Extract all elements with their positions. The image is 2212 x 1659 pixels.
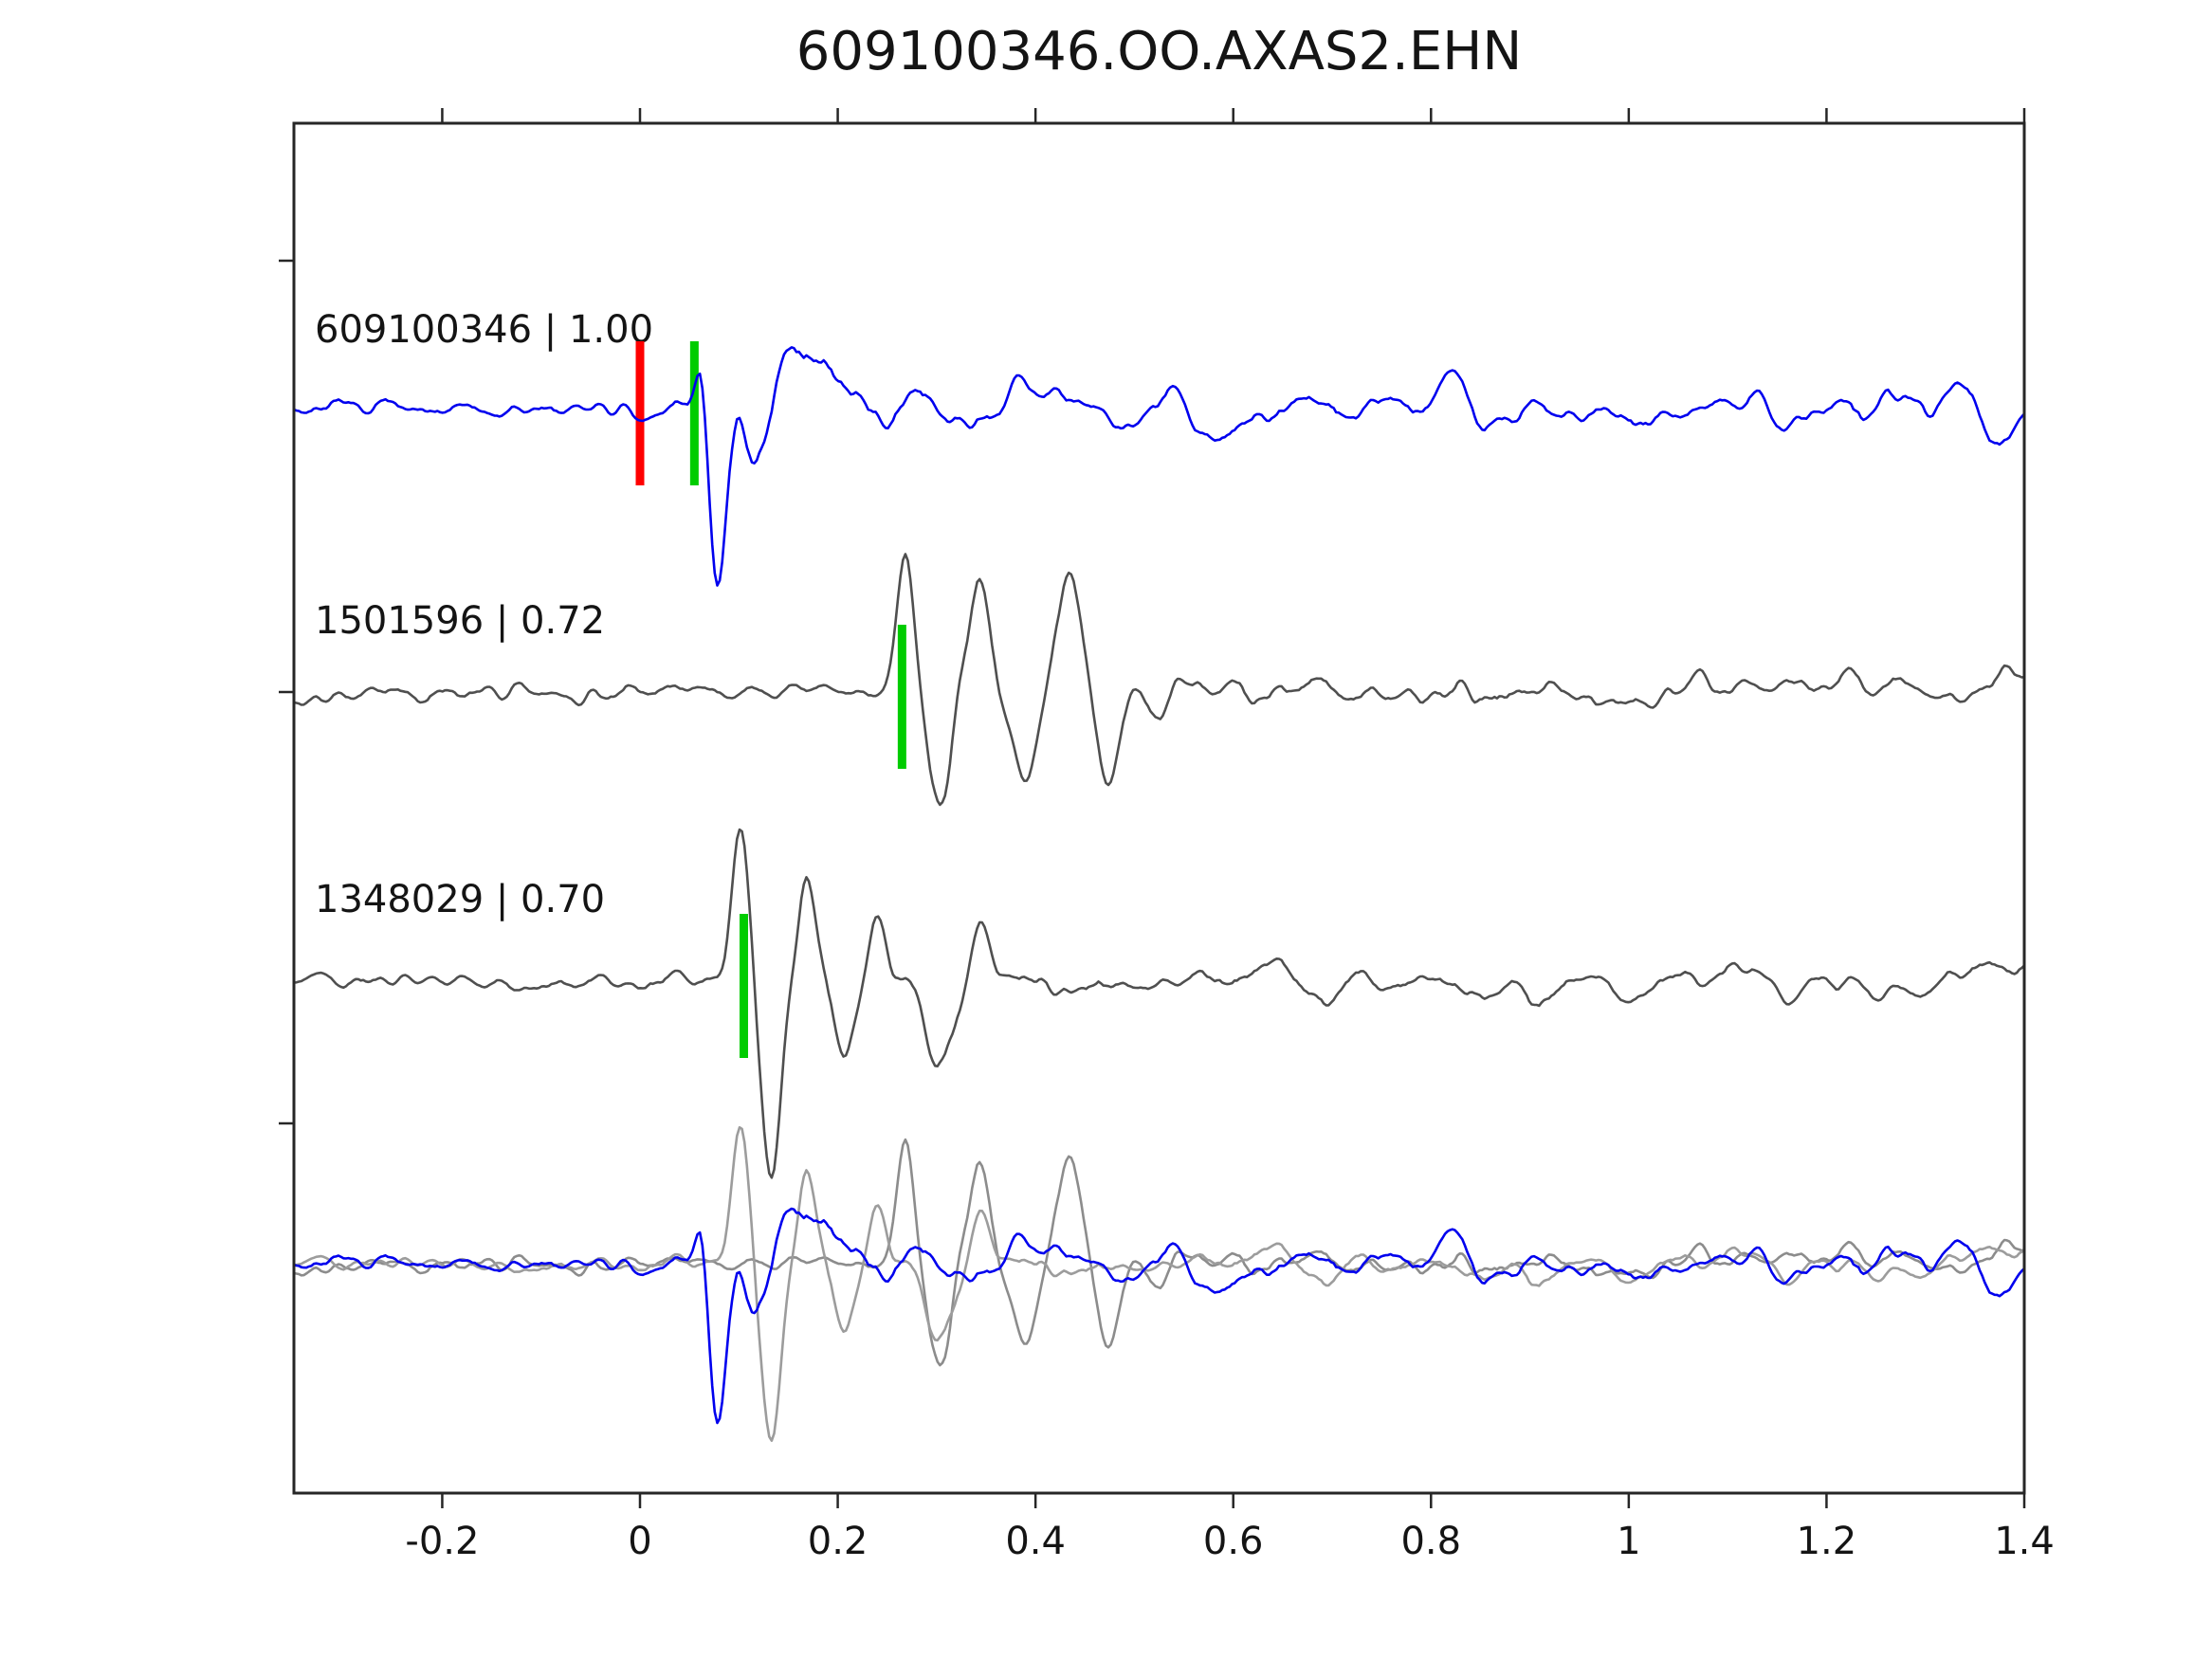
y-axis-ticks <box>279 259 294 1125</box>
x-tick-label: -0.2 <box>405 1520 479 1563</box>
trace-1501596-overlay <box>294 1138 2024 1367</box>
x-tick-label: 0.8 <box>1400 1520 1461 1563</box>
x-tick-label: 1.4 <box>1994 1520 2055 1563</box>
x-axis-ticks <box>441 108 2026 1508</box>
x-tick-labels: -0.2 0 0.2 0.4 0.6 0.8 1 1.2 1.4 <box>405 1520 2054 1563</box>
x-tick-label: 0.6 <box>1203 1520 1264 1563</box>
trace-label-match-2: 1348029 | 0.70 <box>315 878 606 921</box>
trace-609100346-overlay <box>294 1207 2024 1425</box>
trace-1348029 <box>294 828 2024 1179</box>
pick-marker <box>897 625 906 769</box>
x-tick-label: 1.2 <box>1797 1520 1857 1563</box>
trace-609100346 <box>294 346 2024 587</box>
chart-title: 609100346.OO.AXAS2.EHN <box>795 21 1523 82</box>
trace-label-reference: 609100346 | 1.00 <box>315 308 654 352</box>
axes-frame <box>292 121 2026 1495</box>
trace-1501596 <box>294 553 2024 807</box>
pick-markers <box>635 341 906 1058</box>
traces <box>294 346 2024 1442</box>
pick-marker <box>740 914 748 1058</box>
x-tick-label: 0.4 <box>1005 1520 1066 1563</box>
pick-marker <box>689 341 699 485</box>
x-tick-label: 0.2 <box>808 1520 868 1563</box>
pick-marker <box>635 341 645 485</box>
trace-label-match-1: 1501596 | 0.72 <box>315 599 606 643</box>
axes-border <box>292 121 2026 1495</box>
trace-1348029-overlay <box>294 1125 2024 1442</box>
x-tick-label: 1 <box>1617 1520 1640 1563</box>
x-tick-label: 0 <box>628 1520 651 1563</box>
